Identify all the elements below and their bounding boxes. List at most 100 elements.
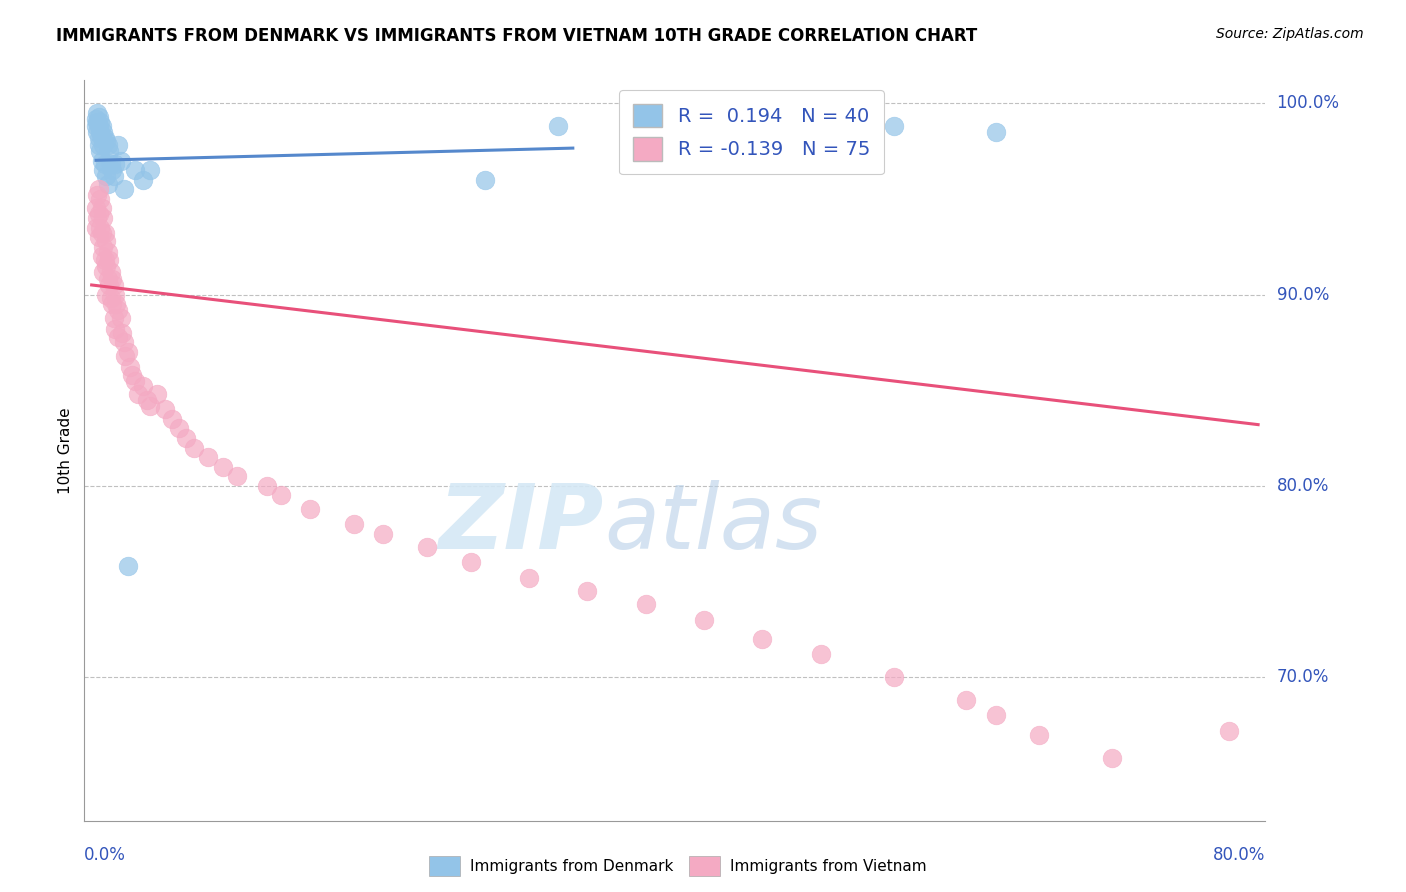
Point (460, 555, 482, 569)
Point (117, 345, 139, 359)
Point (124, 374, 146, 388)
Point (86, 125, 108, 139)
Point (751, 632, 773, 646)
Point (94, 253, 117, 268)
Point (1218, 723, 1240, 738)
Text: Source: ZipAtlas.com: Source: ZipAtlas.com (1216, 27, 1364, 41)
Point (97, 245, 120, 260)
Text: 80.0%: 80.0% (1277, 477, 1329, 495)
Point (87, 110, 110, 124)
Point (96, 287, 118, 301)
Point (1101, 750, 1123, 764)
Point (90, 202, 112, 216)
Point (114, 349, 136, 363)
Point (256, 479, 278, 493)
Legend: R =  0.194   N = 40, R = -0.139   N = 75: R = 0.194 N = 40, R = -0.139 N = 75 (620, 90, 884, 175)
Point (84, 112, 107, 126)
Point (97, 138, 120, 153)
Point (373, 526, 395, 541)
Point (104, 287, 127, 301)
Point (91, 211, 114, 225)
Point (86, 115, 108, 129)
Point (1028, 727, 1050, 741)
Point (167, 421, 190, 435)
Point (94, 130, 117, 145)
Point (136, 392, 159, 407)
Point (97, 177, 120, 191)
Point (90, 119, 112, 133)
Point (517, 571, 540, 585)
Point (212, 459, 235, 474)
Point (547, 119, 569, 133)
Point (146, 387, 169, 401)
Point (91, 138, 114, 153)
Text: 0.0%: 0.0% (84, 846, 127, 863)
Point (955, 693, 977, 707)
Point (89, 220, 111, 235)
Point (89, 115, 111, 129)
Point (101, 297, 124, 311)
Point (299, 501, 322, 516)
Point (131, 173, 153, 187)
Point (118, 360, 141, 375)
Point (153, 402, 176, 417)
Point (984, 125, 1007, 139)
Point (103, 277, 125, 292)
Point (101, 272, 124, 286)
Point (226, 469, 249, 483)
Point (343, 517, 366, 532)
Point (87, 130, 110, 145)
Point (176, 431, 198, 445)
Point (87, 230, 110, 244)
Point (94, 157, 117, 171)
Point (883, 119, 905, 133)
Text: 70.0%: 70.0% (1277, 668, 1329, 686)
Point (90, 153, 112, 168)
Point (124, 163, 146, 178)
Point (110, 310, 132, 325)
Point (121, 368, 143, 382)
Point (87, 207, 110, 221)
Point (86, 211, 108, 225)
Point (98, 277, 121, 292)
Point (96, 259, 118, 273)
Point (89, 125, 111, 139)
Point (139, 163, 162, 178)
Point (98, 253, 121, 268)
Point (96, 234, 118, 248)
Point (100, 157, 122, 171)
Point (89, 192, 111, 206)
Point (91, 264, 114, 278)
Point (139, 399, 162, 413)
Text: ZIP: ZIP (439, 481, 605, 568)
Point (197, 450, 219, 465)
Point (110, 153, 132, 168)
Point (883, 670, 905, 684)
Point (270, 488, 292, 502)
Point (97, 272, 120, 286)
Point (96, 169, 118, 183)
Point (96, 135, 118, 149)
Point (634, 598, 657, 612)
Point (103, 169, 125, 183)
Point (103, 310, 125, 325)
Point (416, 540, 439, 554)
Point (84, 220, 107, 235)
Text: Immigrants from Vietnam: Immigrants from Vietnam (730, 859, 927, 873)
Point (100, 291, 122, 305)
Point (86, 105, 108, 120)
Text: 90.0%: 90.0% (1277, 285, 1329, 303)
Point (107, 329, 129, 343)
Point (91, 240, 114, 254)
Point (98, 144, 121, 158)
Point (84, 202, 107, 216)
Point (693, 613, 716, 627)
Point (105, 297, 128, 311)
Point (984, 708, 1007, 723)
Point (90, 130, 112, 145)
Point (107, 138, 129, 153)
Point (104, 157, 127, 171)
Point (101, 163, 124, 178)
Point (91, 163, 114, 178)
Text: 80.0%: 80.0% (1213, 846, 1265, 863)
